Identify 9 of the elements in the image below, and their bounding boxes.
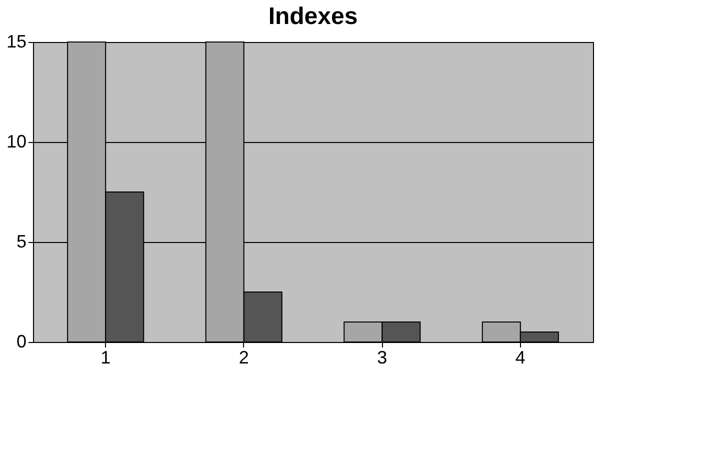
x-tick-label: 1 <box>100 348 111 368</box>
x-tick-label: 4 <box>515 348 526 368</box>
y-tick-label: 5 <box>16 232 26 252</box>
x-tick-label: 2 <box>238 348 249 368</box>
y-tick-label: 10 <box>6 132 26 152</box>
y-tick-label: 15 <box>6 32 26 52</box>
y-tick-label: 0 <box>16 332 26 352</box>
chart-title: Indexes <box>268 3 358 30</box>
x-tick-label: 3 <box>377 348 388 368</box>
